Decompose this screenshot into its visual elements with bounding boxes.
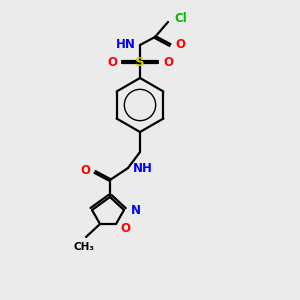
Text: Cl: Cl <box>174 13 187 26</box>
Text: N: N <box>131 203 141 217</box>
Text: S: S <box>135 56 145 68</box>
Text: O: O <box>120 221 130 235</box>
Text: O: O <box>107 56 117 68</box>
Text: CH₃: CH₃ <box>74 242 94 252</box>
Text: O: O <box>163 56 173 68</box>
Text: O: O <box>175 38 185 52</box>
Text: HN: HN <box>116 38 136 52</box>
Text: NH: NH <box>133 161 153 175</box>
Text: O: O <box>80 164 90 176</box>
